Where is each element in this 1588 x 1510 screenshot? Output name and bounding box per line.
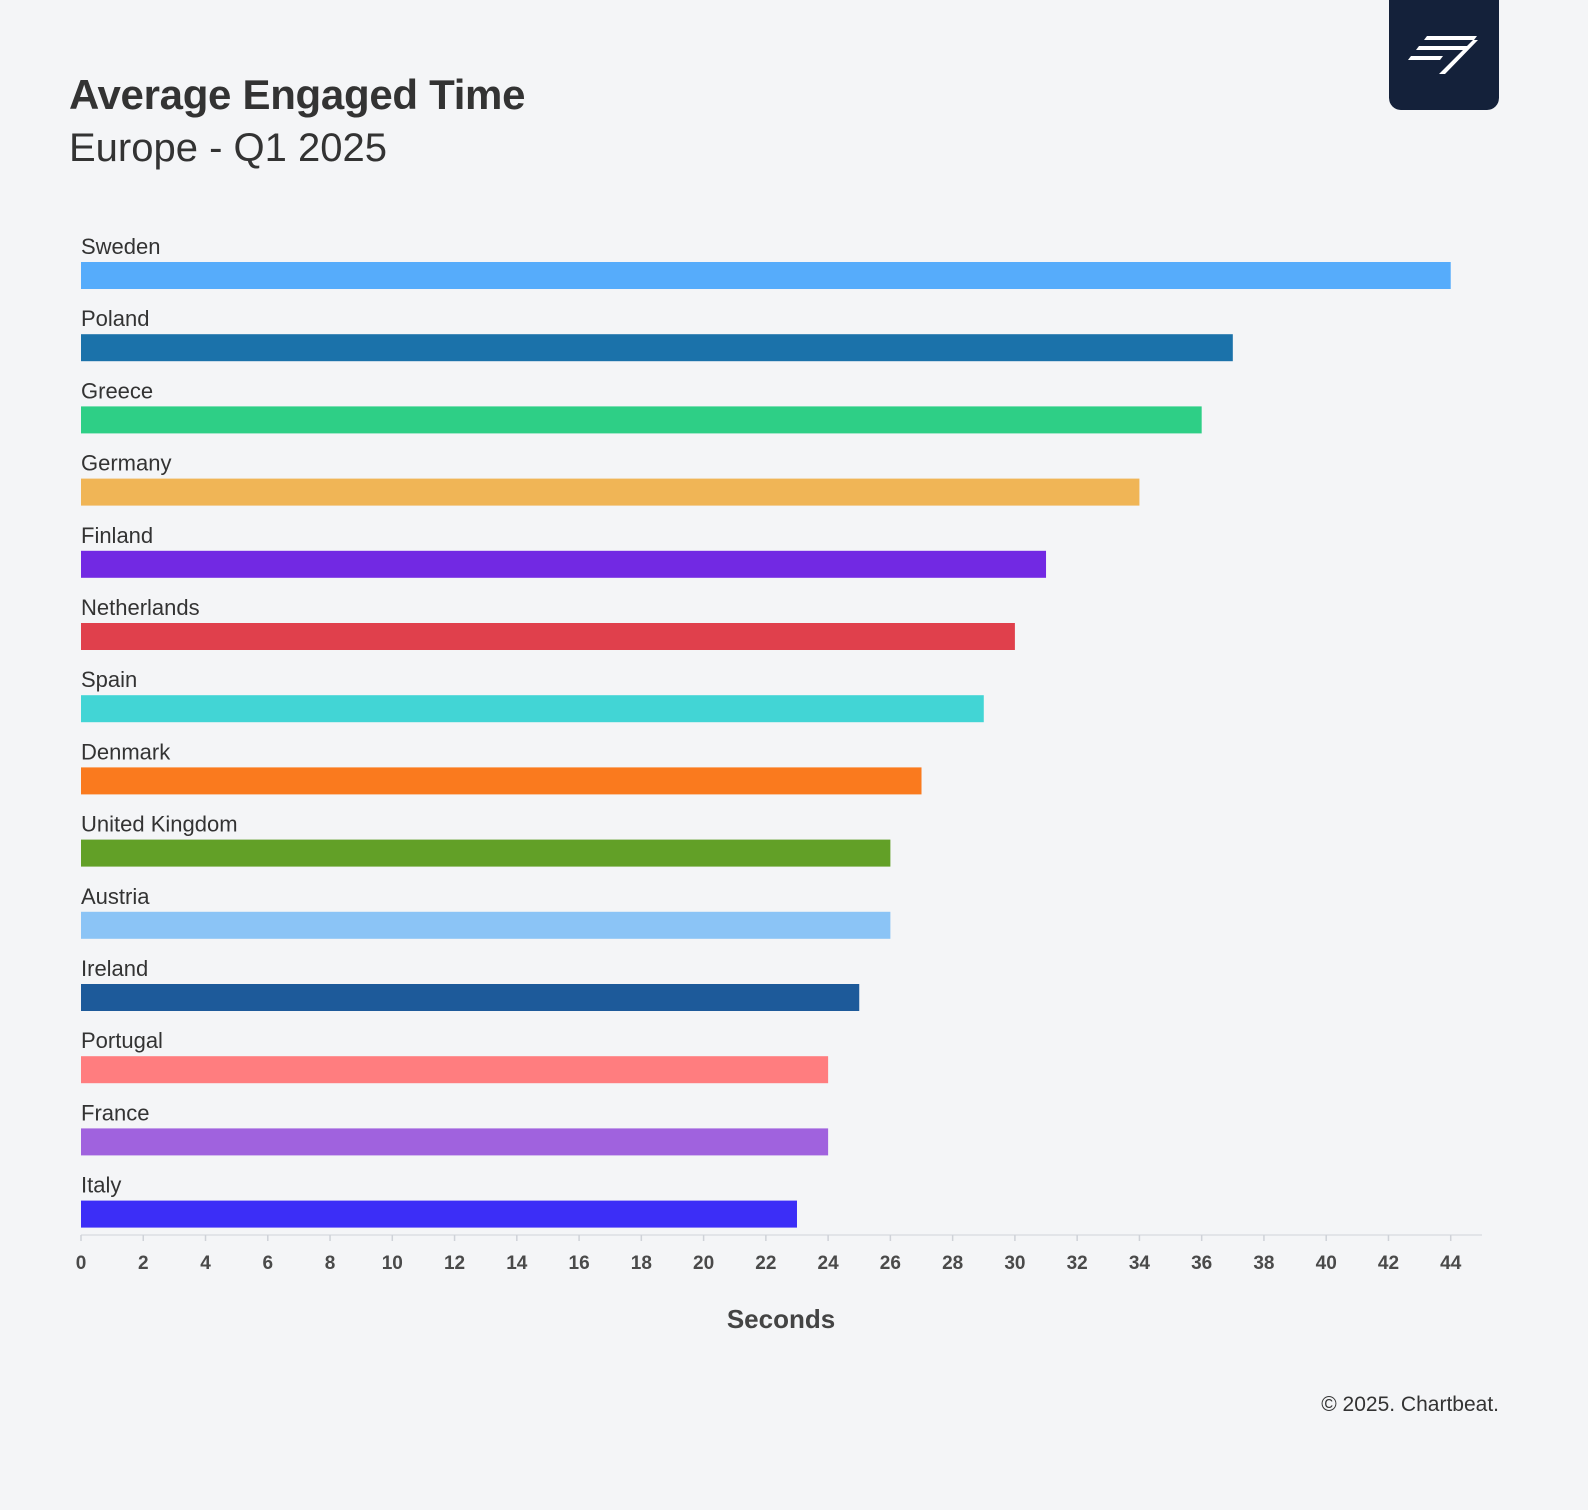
bar-netherlands bbox=[81, 623, 1015, 650]
bar-finland bbox=[81, 550, 1047, 578]
x-tick-label: 40 bbox=[1316, 1253, 1337, 1274]
category-label-spain: Spain bbox=[81, 667, 137, 692]
x-tick-label: 44 bbox=[1440, 1253, 1462, 1274]
logo-badge-background bbox=[1389, 0, 1499, 110]
x-tick-label: 12 bbox=[444, 1253, 465, 1274]
bar-sweden bbox=[81, 262, 1451, 289]
x-tick-label: 32 bbox=[1067, 1253, 1088, 1274]
category-label-germany: Germany bbox=[81, 451, 171, 476]
x-tick-label: 18 bbox=[631, 1253, 652, 1274]
category-label-portugal: Portugal bbox=[81, 1028, 163, 1053]
x-tick-label: 42 bbox=[1378, 1253, 1399, 1274]
category-label-sweden: Sweden bbox=[81, 234, 161, 259]
bar-austria bbox=[81, 911, 891, 939]
category-label-finland: Finland bbox=[81, 523, 153, 548]
x-tick-label: 0 bbox=[76, 1253, 87, 1274]
x-tick-label: 2 bbox=[138, 1253, 149, 1274]
bar-poland bbox=[81, 334, 1233, 362]
x-tick-label: 26 bbox=[880, 1253, 901, 1274]
x-tick-label: 4 bbox=[200, 1253, 211, 1274]
x-tick-label: 14 bbox=[506, 1253, 528, 1274]
x-tick-label: 8 bbox=[325, 1253, 336, 1274]
bar-spain bbox=[81, 695, 984, 723]
x-axis-title: Seconds bbox=[727, 1304, 835, 1334]
bar-portugal bbox=[81, 1056, 829, 1084]
bar-germany bbox=[81, 478, 1140, 506]
chart-subtitle: Europe - Q1 2025 bbox=[69, 126, 387, 170]
bar-italy bbox=[81, 1200, 797, 1228]
x-tick-label: 22 bbox=[755, 1253, 776, 1274]
bar-chart: Sweden Poland Greece Germany Finland Netherla… bbox=[76, 234, 1482, 1334]
category-label-netherlands: Netherlands bbox=[81, 595, 200, 620]
chartbeat-logo-icon bbox=[1389, 0, 1499, 110]
x-tick-label: 38 bbox=[1253, 1253, 1274, 1274]
category-label-united-kingdom: United Kingdom bbox=[81, 812, 238, 837]
category-label-france: France bbox=[81, 1100, 149, 1125]
x-tick-label: 10 bbox=[382, 1253, 403, 1274]
category-label-greece: Greece bbox=[81, 378, 153, 403]
x-tick-label: 36 bbox=[1191, 1253, 1212, 1274]
bar-greece bbox=[81, 406, 1202, 434]
category-label-ireland: Ireland bbox=[81, 956, 148, 981]
chart-title: Average Engaged Time bbox=[69, 71, 526, 118]
x-tick-label: 24 bbox=[818, 1253, 840, 1274]
category-label-poland: Poland bbox=[81, 306, 150, 331]
x-tick-label: 6 bbox=[262, 1253, 273, 1274]
x-tick-label: 16 bbox=[569, 1253, 590, 1274]
category-label-austria: Austria bbox=[81, 884, 150, 909]
bar-denmark bbox=[81, 767, 922, 795]
x-tick-label: 28 bbox=[942, 1253, 963, 1274]
copyright-text: © 2025. Chartbeat. bbox=[1321, 1393, 1499, 1416]
logo-mark bbox=[1408, 36, 1478, 74]
bar-united-kingdom bbox=[81, 839, 891, 867]
category-label-denmark: Denmark bbox=[81, 739, 171, 764]
bar-ireland bbox=[81, 984, 860, 1011]
x-tick-label: 34 bbox=[1129, 1253, 1151, 1274]
x-tick-label: 30 bbox=[1004, 1253, 1025, 1274]
category-label-italy: Italy bbox=[81, 1173, 121, 1198]
x-tick-label: 20 bbox=[693, 1253, 714, 1274]
bar-france bbox=[81, 1128, 829, 1156]
